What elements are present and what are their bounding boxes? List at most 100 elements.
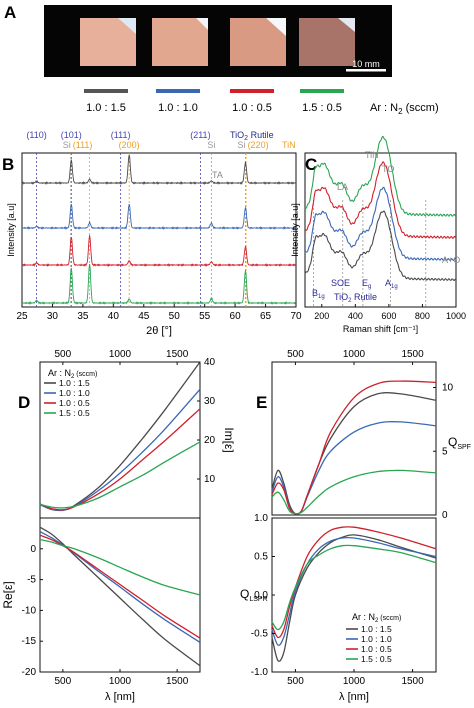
sample-square-1: [80, 18, 136, 66]
peak-label-5: (200): [119, 140, 140, 150]
d-legend-entry-0: 1.0 : 1.5: [59, 378, 90, 388]
e-ytick-top-label-1: 5: [442, 446, 448, 457]
e-ytick-bot-label-0: 1.0: [254, 513, 268, 524]
q-spf-series-3: [271, 469, 437, 515]
peak-label-8: Si: [237, 140, 245, 150]
e-ytick-bot-label-4: -1.0: [251, 667, 269, 678]
d-xtick-top-label-0: 500: [55, 349, 72, 360]
e-xtick-top-label-1: 1000: [343, 349, 366, 360]
c-xtick-label-4: 1000: [446, 311, 466, 321]
e-legend-entry-0: 1.0 : 1.5: [361, 624, 392, 634]
c-annot-a1g-main: A: [385, 278, 391, 288]
d-legend-entry-1: 1.0 : 1.0: [59, 388, 90, 398]
phase-rutile-rest: Rutile: [248, 130, 274, 140]
d-ytick-top-label-1: 20: [204, 435, 216, 446]
peak-label-1: (101): [61, 130, 82, 140]
d-ytick-bot-label-2: -10: [22, 605, 37, 616]
panel-label-d: D: [18, 393, 30, 412]
c-annot-rutile-tio: TiO: [334, 292, 348, 302]
d-legend-title: Ar : N2 (sccm): [48, 368, 97, 380]
peak-label-4: (111): [111, 130, 131, 140]
c-annot-rutile-word: Rutile: [352, 292, 378, 302]
panel-label-a: A: [4, 3, 16, 22]
panel-c-frame: [304, 152, 457, 308]
e-legend-entry-1: 1.0 : 1.0: [361, 634, 392, 644]
d-xlabel: λ [nm]: [105, 691, 135, 703]
b-xtick-label-2: 35: [77, 311, 89, 322]
b-xtick-label-9: 70: [290, 311, 302, 322]
b-xtick-label-7: 60: [230, 311, 242, 322]
d-ytick-top-label-3: 40: [204, 357, 216, 368]
panel-b-xrd-chart: (110) (101)Si (111)(111)(200)(211)Si Si (220…: [6, 130, 302, 337]
e-ylabel-bottom: QLSPR: [240, 587, 268, 603]
re-eps-series-1: [39, 531, 201, 643]
e-ylabel-bottom-sub: LSPR: [249, 596, 267, 603]
c-annot-a1g-sub: 1g: [391, 284, 398, 290]
xrd-series-0: [21, 154, 296, 185]
d-ytick-bot-label-1: -5: [27, 575, 36, 586]
phase-rutile-sub: 2: [244, 135, 248, 142]
raman-series-1: [304, 186, 457, 261]
e-legend-entry-2: 1.0 : 0.5: [361, 644, 392, 654]
panel-label-c: C: [305, 155, 317, 174]
e-ylabel-top-main: Q: [448, 435, 457, 449]
q-lspr-series-1: [271, 536, 437, 646]
re-eps-series-0: [39, 526, 201, 667]
xrd-series-3: [22, 263, 296, 306]
d-xtick-bot-label-2: 1500: [166, 676, 189, 687]
e-xtick-bot-label-2: 1500: [401, 676, 424, 687]
c-annot-top-2: TiN: [365, 150, 379, 160]
c-xlabel: Raman shift [cm⁻¹]: [343, 324, 418, 334]
d-xtick-bot-label-1: 1000: [109, 676, 132, 687]
phase-rutile-text: TiO: [230, 130, 244, 140]
sample-color-bar-3: [230, 89, 274, 93]
d-legend-title-sub: 2: [71, 374, 75, 380]
b-xtick-label-6: 55: [199, 311, 211, 322]
d-legend-title-rest: (sccm): [74, 371, 97, 378]
xrd-series-2: [22, 235, 296, 267]
c-ylabel: Intensity [a.u]: [290, 203, 300, 257]
c-annot-a1g: A1g: [385, 278, 398, 290]
c-annot-b1g-sub: 1g: [318, 294, 325, 300]
peak-label-9: (220): [248, 140, 269, 150]
c-annot-top-0: TA: [212, 170, 223, 180]
b-xtick-label-4: 45: [138, 311, 150, 322]
e-ytick-top-label-2: 10: [442, 383, 454, 394]
scale-bar: [346, 69, 386, 72]
b-xtick-label-0: 25: [16, 311, 28, 322]
phase-legend-rutile: TiO2 Rutile: [230, 130, 274, 142]
b-xtick-label-1: 30: [47, 311, 59, 322]
c-annot-eg-main: E: [362, 278, 368, 288]
sample-color-bar-4: [300, 89, 344, 93]
raman-series-2: [304, 161, 457, 239]
e-ytick-bot-label-2: 0.0: [254, 590, 268, 601]
re-eps-series-3: [39, 538, 201, 596]
c-xtick-label-3: 800: [415, 311, 430, 321]
b-xlabel: 2θ [°]: [146, 325, 172, 337]
xrd-series-1: [21, 203, 296, 231]
e-xtick-bot-label-0: 500: [287, 676, 304, 687]
e-legend-entry-3: 1.5 : 0.5: [361, 654, 392, 664]
sample-square-3: [230, 18, 286, 66]
peak-label-7: Si: [207, 140, 215, 150]
sample-ratio-1: 1.0 : 1.5: [86, 102, 126, 114]
c-annot-rutile: TiO2 Rutile: [334, 292, 377, 304]
e-ylabel-bottom-main: Q: [240, 587, 249, 601]
e-ytick-bot-label-1: 0.5: [254, 552, 268, 563]
b-xtick-label-5: 50: [169, 311, 181, 322]
d-ytick-bot-label-0: 0: [30, 544, 36, 555]
c-annot-top-3: TO: [382, 164, 394, 174]
e-legend-title: Ar : N2 (sccm): [352, 612, 401, 624]
gas-ratio-label: Ar : N2 (sccm): [370, 102, 439, 116]
e-ytick-bot-label-3: -0.5: [251, 629, 269, 640]
peak-label-6: (211): [190, 130, 210, 140]
b-xtick-label-3: 40: [108, 311, 120, 322]
e-legend-title-main: Ar : N: [352, 612, 375, 622]
c-annot-soe: SOE: [331, 278, 350, 288]
q-spf-series-2: [271, 380, 437, 515]
c-annot-b1g-main: B: [312, 288, 318, 298]
phase-legend-tin: TiN: [282, 140, 296, 150]
